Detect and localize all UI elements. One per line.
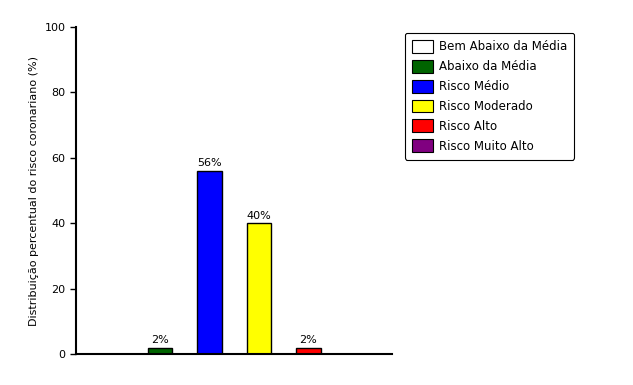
Text: 2%: 2% (151, 335, 169, 345)
Text: 40%: 40% (247, 211, 272, 221)
Legend: Bem Abaixo da Média, Abaixo da Média, Risco Médio, Risco Moderado, Risco Alto, R: Bem Abaixo da Média, Abaixo da Média, Ri… (404, 33, 574, 160)
Text: 56%: 56% (197, 158, 222, 168)
Bar (147, 348, 172, 354)
Text: 2%: 2% (299, 335, 317, 345)
Y-axis label: Distribuição percentual do risco coronariano (%): Distribuição percentual do risco coronar… (29, 55, 39, 326)
Bar (197, 171, 222, 354)
Bar (247, 223, 272, 354)
Bar (296, 348, 321, 354)
